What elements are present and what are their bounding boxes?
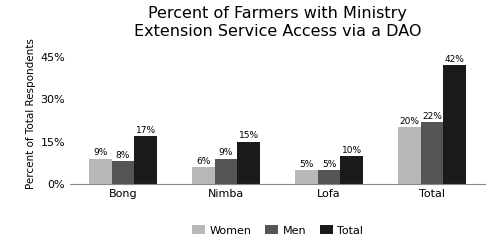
Legend: Women, Men, Total: Women, Men, Total — [187, 221, 368, 236]
Text: 15%: 15% — [238, 131, 258, 140]
Bar — [340, 156, 363, 184]
Bar — [214, 159, 238, 184]
Text: 9%: 9% — [219, 148, 233, 157]
Text: 8%: 8% — [116, 151, 130, 160]
Text: 22%: 22% — [422, 112, 442, 121]
Bar — [89, 159, 112, 184]
Text: 42%: 42% — [445, 55, 464, 64]
Bar — [444, 65, 466, 184]
Text: 17%: 17% — [136, 126, 156, 135]
Text: 6%: 6% — [196, 157, 210, 166]
Text: 20%: 20% — [400, 117, 419, 126]
Bar — [238, 142, 260, 184]
Bar — [112, 161, 134, 184]
Bar — [421, 122, 444, 184]
Text: 5%: 5% — [322, 160, 336, 169]
Bar — [134, 136, 157, 184]
Text: 9%: 9% — [93, 148, 108, 157]
Text: 10%: 10% — [342, 146, 362, 155]
Bar — [295, 170, 318, 184]
Bar — [192, 167, 214, 184]
Text: 5%: 5% — [299, 160, 314, 169]
Title: Percent of Farmers with Ministry
Extension Service Access via a DAO: Percent of Farmers with Ministry Extensi… — [134, 6, 421, 38]
Bar — [398, 127, 421, 184]
Y-axis label: Percent of Total Respondents: Percent of Total Respondents — [26, 38, 36, 189]
Bar — [318, 170, 340, 184]
